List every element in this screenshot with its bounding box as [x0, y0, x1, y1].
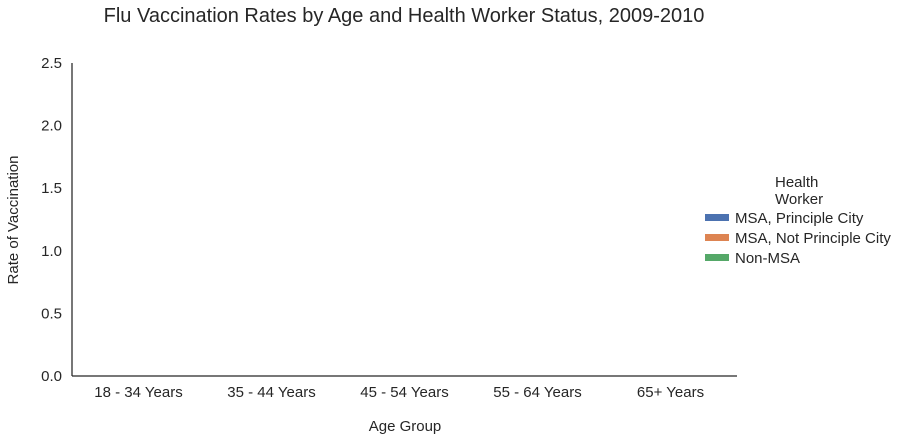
y-tick-label: 2.5: [41, 55, 62, 72]
chart-title: Flu Vaccination Rates by Age and Health …: [104, 5, 705, 27]
legend-title: Worker: [775, 191, 823, 208]
legend-label: Non-MSA: [735, 250, 800, 267]
legend-label: MSA, Principle City: [735, 210, 864, 227]
y-axis: 0.0 0.5 1.0 1.5 2.0 2.5: [41, 55, 73, 385]
x-tick-label: 55 - 64 Years: [493, 384, 581, 401]
legend-swatch: [705, 254, 729, 261]
x-tick-label: 45 - 54 Years: [360, 384, 448, 401]
x-tick-label: 18 - 34 Years: [94, 384, 182, 401]
legend-label: MSA, Not Principle City: [735, 230, 891, 247]
legend-swatch: [705, 214, 729, 221]
y-tick-label: 1.5: [41, 180, 62, 197]
y-tick-label: 2.0: [41, 118, 62, 135]
y-tick-label: 0.5: [41, 305, 62, 322]
legend-title: Health: [775, 174, 818, 191]
y-tick-label: 0.0: [41, 368, 62, 385]
legend-swatch: [705, 234, 729, 241]
x-tick-label: 35 - 44 Years: [227, 384, 315, 401]
x-tick-label: 65+ Years: [637, 384, 704, 401]
y-axis-label: Rate of Vaccination: [5, 156, 22, 285]
x-axis-label: Age Group: [369, 418, 442, 435]
x-axis: 18 - 34 Years 35 - 44 Years 45 - 54 Years 5…: [72, 375, 737, 401]
y-tick-label: 1.0: [41, 243, 62, 260]
